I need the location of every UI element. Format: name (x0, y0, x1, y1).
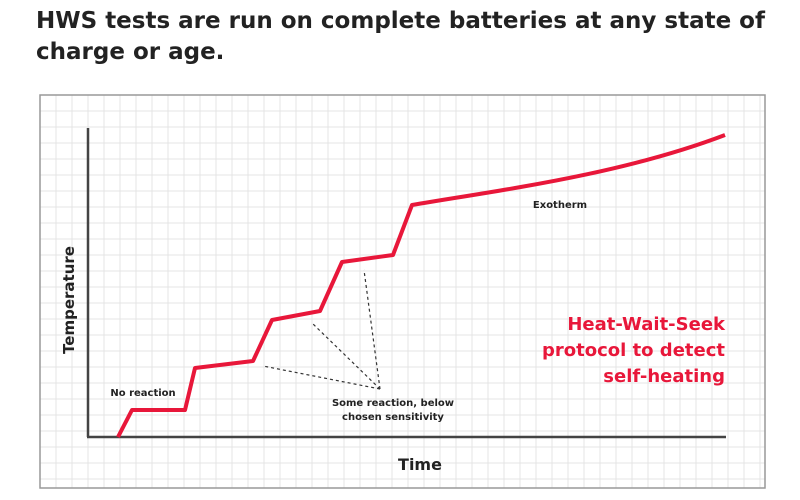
protocol-label: Heat-Wait-Seek (567, 314, 726, 335)
protocol-label: protocol to detect (542, 340, 725, 361)
x-axis-label: Time (398, 455, 442, 474)
annotation: chosen sensitivity (342, 412, 444, 423)
annotation: Exotherm (533, 200, 587, 211)
pointer-lines (262, 269, 381, 390)
y-axis-label: Temperature (60, 246, 78, 354)
protocol-label: self-heating (603, 366, 725, 387)
page-title: HWS tests are run on complete batteries … (36, 8, 765, 65)
temperature-curve (116, 133, 726, 438)
annotation: No reaction (110, 388, 175, 399)
grid (40, 95, 765, 488)
frame (39, 94, 766, 489)
annotation: Some reaction, below (332, 398, 454, 409)
